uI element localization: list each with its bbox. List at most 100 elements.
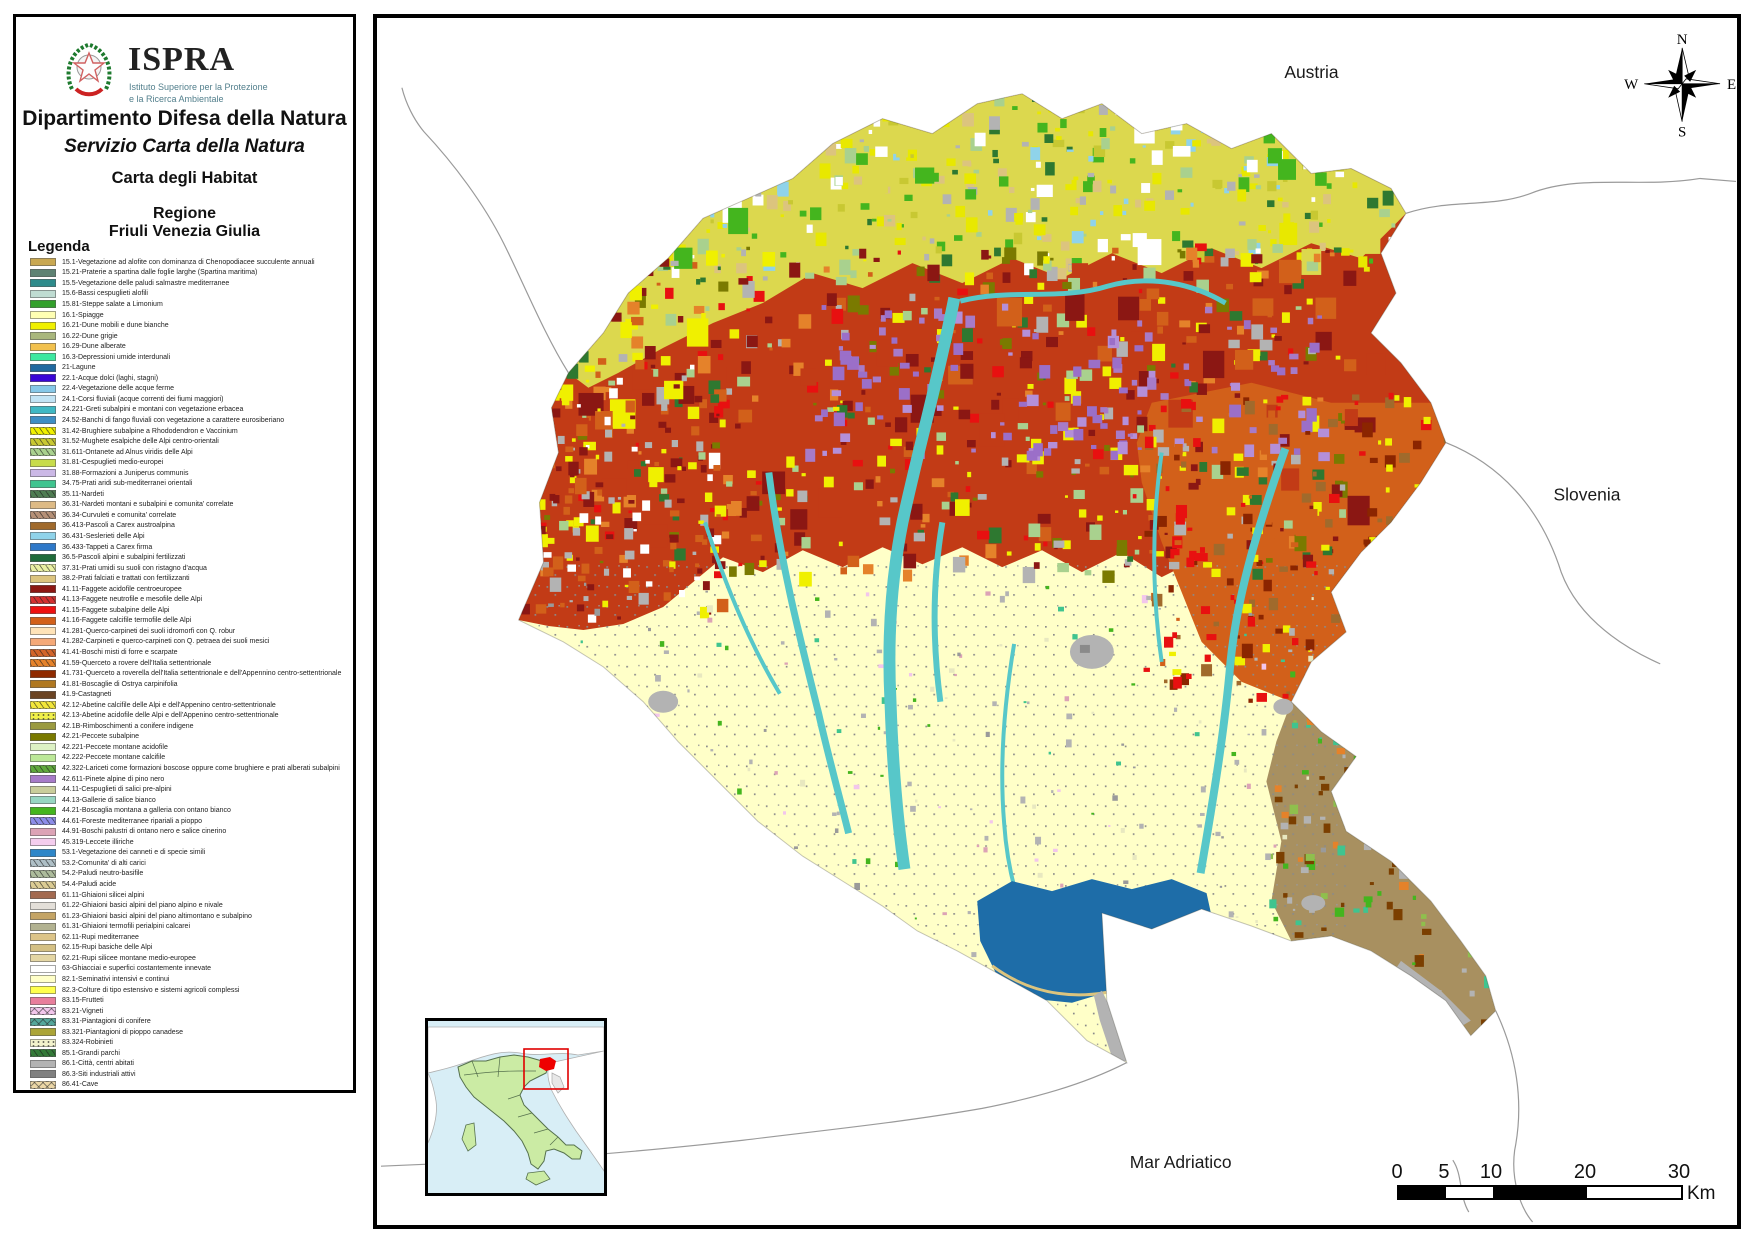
- legend-swatch: [30, 258, 56, 267]
- legend-item: 42.1B-Rimboschimenti a conifere indigene: [30, 721, 350, 732]
- scalebar-bar: [1397, 1185, 1683, 1200]
- legend-swatch: [30, 363, 56, 372]
- legend-label: 86.1-Città, centri abitati: [62, 1060, 134, 1068]
- map-panel: N E S W Austria Slovenia Mar Adriatico 0…: [373, 14, 1741, 1229]
- legend-item: 44.91-Boschi palustri di ontano nero e s…: [30, 827, 350, 838]
- legend-item: 24.1-Corsi fluviali (acque correnti dei …: [30, 394, 350, 405]
- legend-swatch: [30, 300, 56, 309]
- legend-item: 42.221-Peccete montane acidofile: [30, 742, 350, 753]
- legend-item: 86.41-Cave: [30, 1080, 350, 1091]
- legend-swatch: [30, 268, 56, 277]
- legend-swatch: [30, 838, 56, 847]
- ispra-emblem: [58, 37, 120, 101]
- legend-swatch: [30, 627, 56, 636]
- legend-label: 31.81-Cespuglieti medio-europei: [62, 459, 164, 467]
- legend-item: 16.3-Depressioni umide interdunali: [30, 352, 350, 363]
- legend-swatch: [30, 469, 56, 478]
- legend-label: 16.21-Dune mobili e dune bianche: [62, 322, 169, 330]
- legend-label: 31.88-Formazioni a Juniperus communis: [62, 469, 189, 477]
- compass-east-label: E: [1727, 77, 1736, 93]
- legend-swatch: [30, 1080, 56, 1089]
- legend-item: 83.15-Frutteti: [30, 995, 350, 1006]
- legend-label: 62.21-Rupi silicee montane medio-europee: [62, 954, 196, 962]
- legend-label: 85.1-Grandi parchi: [62, 1049, 120, 1057]
- legend-swatch: [30, 543, 56, 552]
- legend-swatch: [30, 521, 56, 530]
- legend-label: 41.281-Querco-carpineti dei suoli idromo…: [62, 627, 236, 635]
- legend-label: 44.61-Foreste mediterranee ripariali a p…: [62, 817, 203, 825]
- department-title: Dipartimento Difesa della Natura: [22, 107, 347, 130]
- legend-label: 53.2-Comunita' di alti carici: [62, 859, 146, 867]
- legend-swatch: [30, 669, 56, 678]
- legend-swatch: [30, 869, 56, 878]
- legend-label: 42.13-Abetine acidofile delle Alpi e del…: [62, 712, 279, 720]
- austria-label: Austria: [1284, 62, 1339, 82]
- legend-label: 86.41-Cave: [62, 1081, 99, 1089]
- legend-item: 83.321-Piantagioni di pioppo canadese: [30, 1027, 350, 1038]
- legend-label: 41.16-Faggete calcifile termofile delle …: [62, 617, 192, 625]
- legend-swatch: [30, 384, 56, 393]
- legend-swatch: [30, 374, 56, 383]
- legend-item: 16.1-Spiagge: [30, 310, 350, 321]
- legend-item: 53.1-Vegetazione dei canneti e di specie…: [30, 848, 350, 859]
- legend-swatch: [30, 279, 56, 288]
- legend-item: 41.81-Boscaglie di Ostrya carpinifolia: [30, 679, 350, 690]
- legend-item: 63-Ghiacciai e superfici costantemente i…: [30, 964, 350, 975]
- legend-item: 54.2-Paludi neutro-basifile: [30, 869, 350, 880]
- legend-label: 15.1-Vegetazione ad alofite con dominanz…: [62, 258, 315, 266]
- legend-label: 82.1-Seminativi intensivi e continui: [62, 975, 170, 983]
- logo-subtitle-line1: Istituto Superiore per la Protezione: [129, 82, 268, 92]
- legend-label: 41.11-Faggete acidofile centroeuropee: [62, 585, 182, 593]
- legend-label: 83.321-Piantagioni di pioppo canadese: [62, 1028, 184, 1036]
- legend-label: 83.31-Piantagioni di conifere: [62, 1018, 151, 1026]
- scalebar-tick: 0: [1391, 1161, 1403, 1183]
- compass-north-label: N: [1677, 32, 1688, 48]
- legend-swatch: [30, 901, 56, 910]
- legend-item: 83.21-Vigneti: [30, 1006, 350, 1017]
- legend-swatch: [30, 680, 56, 689]
- legend-label: 22.1-Acque dolci (laghi, stagni): [62, 374, 159, 382]
- legend-item: 42.21-Peccete subalpine: [30, 732, 350, 743]
- inset-map: [425, 1018, 607, 1196]
- legend-item: 21-Lagune: [30, 362, 350, 373]
- legend-item: 22.1-Acque dolci (laghi, stagni): [30, 373, 350, 384]
- legend-swatch: [30, 880, 56, 889]
- legend-item: 82.3-Colture di tipo estensivo e sistemi…: [30, 985, 350, 996]
- legend-item: 61.11-Ghiaioni silicei alpini: [30, 890, 350, 901]
- legend-label: 16.22-Dune grigie: [62, 332, 118, 340]
- legend-swatch: [30, 616, 56, 625]
- legend-label: 61.22-Ghiaioni basici alpini del piano a…: [62, 902, 223, 910]
- logo-subtitle-line2: e la Ricerca Ambientale: [129, 94, 224, 104]
- legend-label: 44.91-Boschi palustri di ontano nero e s…: [62, 828, 227, 836]
- legend-label: 15.6-Bassi cespuglieti alofili: [62, 290, 148, 298]
- legend-item: 44.13-Gallerie di salice bianco: [30, 795, 350, 806]
- legend-item: 41.41-Boschi misti di forre e scarpate: [30, 647, 350, 658]
- legend-item: 36.31-Nardeti montani e subalpini e comu…: [30, 500, 350, 511]
- logo-acronym: ISPRA: [128, 41, 236, 78]
- scalebar-tick: 30: [1667, 1161, 1691, 1183]
- legend-swatch: [30, 954, 56, 963]
- legend-label: 31.611-Ontanete ad Alnus viridis delle A…: [62, 448, 193, 456]
- legend-swatch: [30, 490, 56, 499]
- legend-item: 83.31-Piantagioni di conifere: [30, 1016, 350, 1027]
- legend-label: 16.1-Spiagge: [62, 311, 104, 319]
- legend-label: 83.324-Robinieti: [62, 1039, 113, 1047]
- legend-item: 16.22-Dune grigie: [30, 331, 350, 342]
- legend-swatch: [30, 416, 56, 425]
- legend-label: 38.2-Prati falciati e trattati con ferti…: [62, 575, 190, 583]
- map-canvas: N E S W Austria Slovenia Mar Adriatico: [380, 32, 1736, 1223]
- legend-label: 41.41-Boschi misti di forre e scarpate: [62, 649, 178, 656]
- legend-label: 41.9-Castagneti: [62, 691, 112, 699]
- legend-swatch: [30, 659, 56, 668]
- legend-item: 38.2-Prati falciati e trattati con ferti…: [30, 573, 350, 584]
- legend-swatch: [30, 1017, 56, 1026]
- legend-label: 42.12-Abetine calcifile delle Alpi e del…: [62, 701, 276, 709]
- legend-swatch: [30, 395, 56, 404]
- legend-swatch: [30, 912, 56, 921]
- legend-swatch: [30, 532, 56, 541]
- legend-swatch: [30, 711, 56, 720]
- legend-label: 41.81-Boscaglie di Ostrya carpinifolia: [62, 680, 178, 688]
- legend-swatch: [30, 975, 56, 984]
- legend-label: 61.23-Ghiaioni basici alpini del piano a…: [62, 912, 252, 920]
- legend-item: 61.31-Ghiaioni termofili perialpini calc…: [30, 921, 350, 932]
